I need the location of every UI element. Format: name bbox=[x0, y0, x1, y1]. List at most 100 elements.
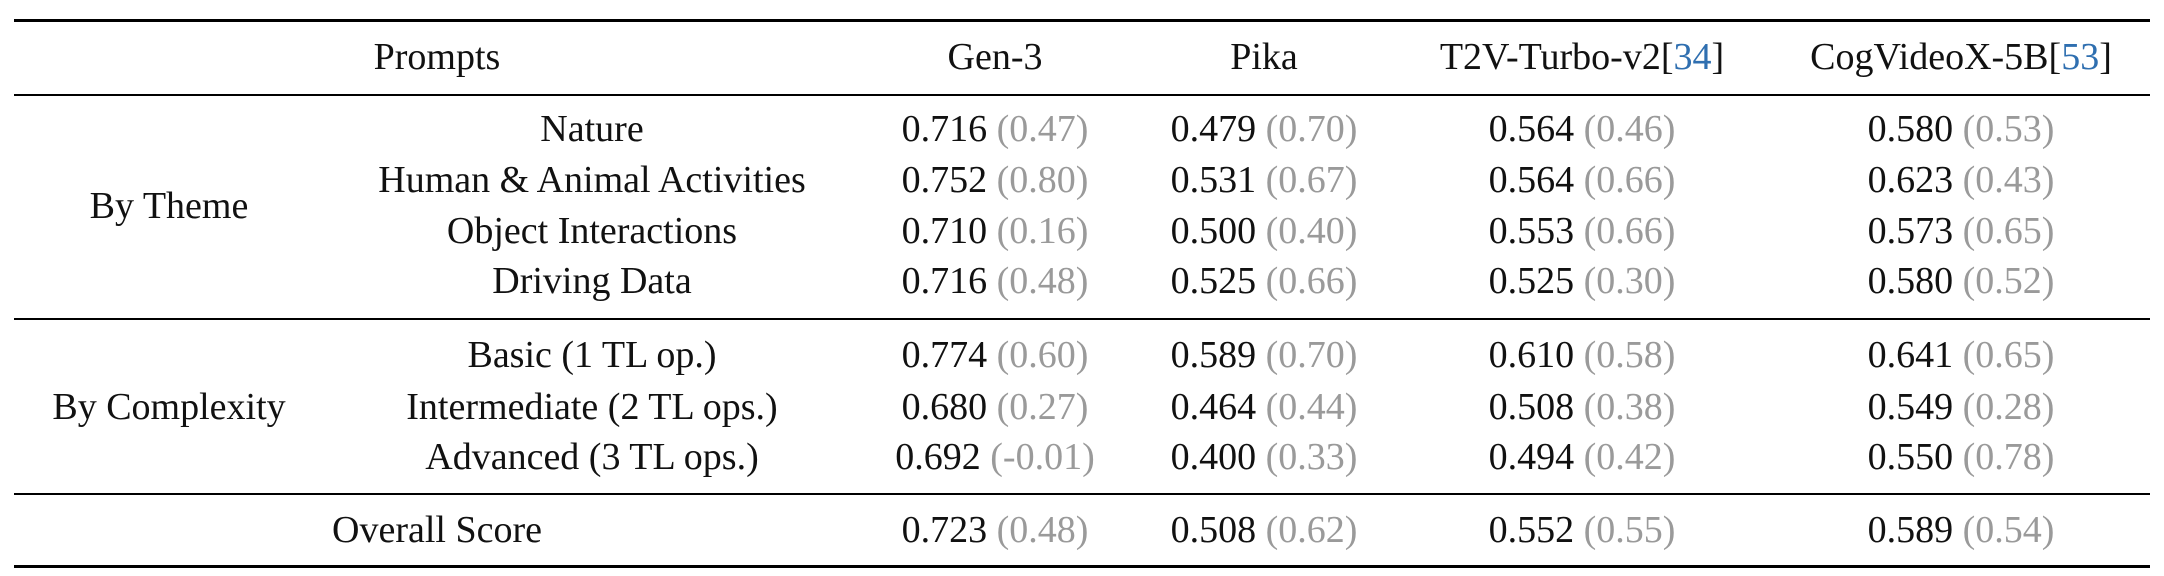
score-value: 0.525 bbox=[1170, 260, 1257, 302]
score-cell: 0.525 (0.66) bbox=[1171, 262, 1358, 300]
score-deviation: (0.43) bbox=[1962, 159, 2055, 201]
header-t2v-turbo-v2: T2V-Turbo-v2[34] bbox=[1440, 38, 1724, 76]
score-cell: 0.710 (0.16) bbox=[902, 212, 1089, 250]
score-value: 0.623 bbox=[1867, 159, 1954, 201]
model-name: Pika bbox=[1230, 36, 1298, 78]
model-name: CogVideoX-5B[ bbox=[1810, 36, 2062, 78]
score-cell: 0.641 (0.65) bbox=[1868, 336, 2055, 374]
header-pika: Pika bbox=[1230, 38, 1298, 76]
score-cell: 0.716 (0.48) bbox=[902, 262, 1089, 300]
score-value: 0.564 bbox=[1488, 159, 1575, 201]
overall-score-cell: 0.508 (0.62) bbox=[1171, 511, 1358, 549]
score-deviation: (0.52) bbox=[1962, 260, 2055, 302]
score-deviation: (0.62) bbox=[1265, 509, 1358, 551]
score-deviation: (0.42) bbox=[1583, 436, 1676, 478]
header-rule bbox=[14, 94, 2150, 96]
score-deviation: (0.27) bbox=[996, 386, 1089, 428]
score-value: 0.723 bbox=[901, 509, 988, 551]
score-deviation: (0.54) bbox=[1962, 509, 2055, 551]
score-deviation: (0.40) bbox=[1265, 210, 1358, 252]
score-deviation: (0.65) bbox=[1962, 334, 2055, 376]
score-value: 0.610 bbox=[1488, 334, 1575, 376]
score-value: 0.494 bbox=[1488, 436, 1575, 478]
score-cell: 0.479 (0.70) bbox=[1171, 110, 1358, 148]
score-value: 0.710 bbox=[901, 210, 988, 252]
score-deviation: (0.48) bbox=[996, 509, 1089, 551]
score-cell: 0.752 (0.80) bbox=[902, 161, 1089, 199]
prompt-label: Nature bbox=[540, 108, 644, 150]
score-cell: 0.680 (0.27) bbox=[902, 388, 1089, 426]
score-deviation: (0.47) bbox=[996, 108, 1089, 150]
score-deviation: (0.60) bbox=[996, 334, 1089, 376]
bottom-rule bbox=[14, 565, 2150, 568]
score-cell: 0.692 (-0.01) bbox=[895, 438, 1094, 476]
header-gen3: Gen-3 bbox=[948, 38, 1043, 76]
score-cell: 0.525 (0.30) bbox=[1489, 262, 1676, 300]
score-cell: 0.589 (0.70) bbox=[1171, 336, 1358, 374]
score-value: 0.508 bbox=[1170, 509, 1257, 551]
score-deviation: (0.48) bbox=[996, 260, 1089, 302]
score-cell: 0.564 (0.66) bbox=[1489, 161, 1676, 199]
score-cell: 0.553 (0.66) bbox=[1489, 212, 1676, 250]
prompt-label: Human & Animal Activities bbox=[378, 159, 806, 201]
score-deviation: (0.46) bbox=[1583, 108, 1676, 150]
score-deviation: (0.78) bbox=[1962, 436, 2055, 478]
score-deviation: (0.28) bbox=[1962, 386, 2055, 428]
score-cell: 0.500 (0.40) bbox=[1171, 212, 1358, 250]
score-value: 0.552 bbox=[1488, 509, 1575, 551]
score-deviation: (0.30) bbox=[1583, 260, 1676, 302]
score-value: 0.549 bbox=[1867, 386, 1954, 428]
score-value: 0.531 bbox=[1170, 159, 1257, 201]
score-value: 0.564 bbox=[1488, 108, 1575, 150]
prompt-label: Intermediate (2 TL ops.) bbox=[406, 386, 778, 428]
score-deviation: (0.44) bbox=[1265, 386, 1358, 428]
prompt-label: Basic (1 TL op.) bbox=[467, 334, 717, 376]
score-deviation: (0.66) bbox=[1583, 210, 1676, 252]
score-value: 0.716 bbox=[901, 260, 988, 302]
score-deviation: (0.58) bbox=[1583, 334, 1676, 376]
bracket-close: ] bbox=[1711, 36, 1725, 78]
score-deviation: (0.16) bbox=[996, 210, 1089, 252]
score-value: 0.680 bbox=[901, 386, 988, 428]
citation-link[interactable]: 53 bbox=[2061, 36, 2100, 78]
top-rule bbox=[14, 19, 2150, 22]
score-cell: 0.400 (0.33) bbox=[1171, 438, 1358, 476]
score-value: 0.553 bbox=[1488, 210, 1575, 252]
model-name: Gen-3 bbox=[947, 36, 1043, 78]
score-deviation: (0.65) bbox=[1962, 210, 2055, 252]
score-cell: 0.716 (0.47) bbox=[902, 110, 1089, 148]
theme-group-rule bbox=[14, 318, 2150, 320]
prompt-label: Object Interactions bbox=[446, 210, 738, 252]
score-value: 0.589 bbox=[1170, 334, 1257, 376]
score-value: 0.752 bbox=[901, 159, 988, 201]
score-deviation: (0.80) bbox=[996, 159, 1089, 201]
score-deviation: (0.70) bbox=[1265, 108, 1358, 150]
overall-score-cell: 0.552 (0.55) bbox=[1489, 511, 1676, 549]
group-label-complexity: By Complexity bbox=[52, 386, 286, 428]
score-deviation: (0.66) bbox=[1583, 159, 1676, 201]
score-cell: 0.464 (0.44) bbox=[1171, 388, 1358, 426]
score-value: 0.508 bbox=[1488, 386, 1575, 428]
score-deviation: (0.67) bbox=[1265, 159, 1358, 201]
score-deviation: (0.66) bbox=[1265, 260, 1358, 302]
score-value: 0.573 bbox=[1867, 210, 1954, 252]
score-cell: 0.774 (0.60) bbox=[902, 336, 1089, 374]
score-deviation: (0.55) bbox=[1583, 509, 1676, 551]
model-name: T2V-Turbo-v2[ bbox=[1439, 36, 1674, 78]
score-deviation: (-0.01) bbox=[990, 436, 1095, 478]
score-cell: 0.564 (0.46) bbox=[1489, 110, 1676, 148]
prompt-label: Advanced (3 TL ops.) bbox=[425, 436, 759, 478]
score-value: 0.500 bbox=[1170, 210, 1257, 252]
score-deviation: (0.33) bbox=[1265, 436, 1358, 478]
citation-link[interactable]: 34 bbox=[1673, 36, 1712, 78]
score-cell: 0.580 (0.53) bbox=[1868, 110, 2055, 148]
score-deviation: (0.53) bbox=[1962, 108, 2055, 150]
overall-label: Overall Score bbox=[332, 509, 542, 551]
score-cell: 0.531 (0.67) bbox=[1171, 161, 1358, 199]
score-value: 0.641 bbox=[1867, 334, 1954, 376]
score-cell: 0.573 (0.65) bbox=[1868, 212, 2055, 250]
complexity-group-rule bbox=[14, 493, 2150, 495]
prompt-label: Driving Data bbox=[492, 260, 692, 302]
score-cell: 0.610 (0.58) bbox=[1489, 336, 1676, 374]
score-value: 0.464 bbox=[1170, 386, 1257, 428]
